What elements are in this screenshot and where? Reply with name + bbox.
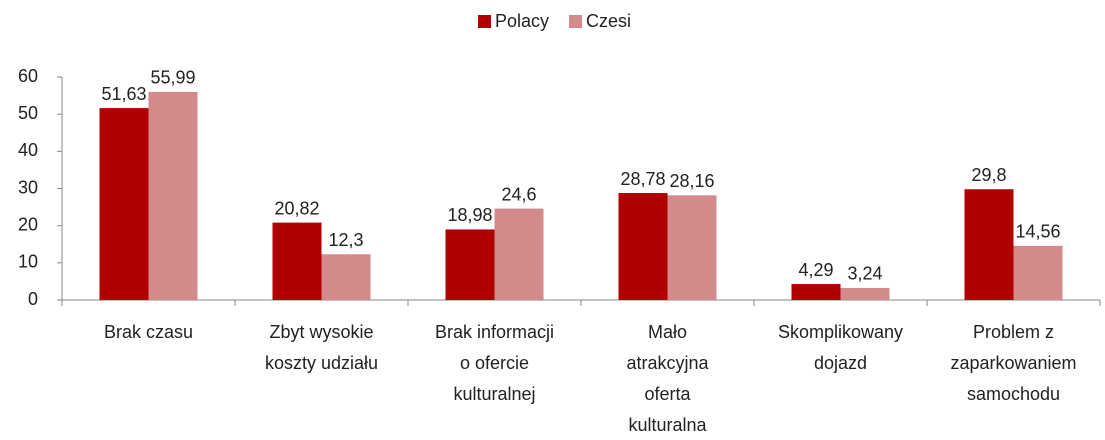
bar xyxy=(964,189,1014,300)
y-tick-label: 60 xyxy=(18,66,38,86)
bar xyxy=(618,193,668,300)
value-label: 51,63 xyxy=(101,84,146,104)
y-tick-label: 10 xyxy=(18,252,38,272)
legend-swatch xyxy=(569,15,583,28)
x-tick-label: Problem z zaparkowaniem samochodu xyxy=(950,322,1076,404)
y-tick-label: 20 xyxy=(18,214,38,234)
legend-label: Czesi xyxy=(586,11,631,31)
x-tick-label: Skomplikowany dojazd xyxy=(778,322,903,373)
value-label: 12,3 xyxy=(328,230,363,250)
bar xyxy=(99,108,149,301)
x-tick-label: Zbyt wysokie koszty udziału xyxy=(265,322,378,373)
value-label: 28,78 xyxy=(620,169,665,189)
x-tick-label: Brak czasu xyxy=(104,322,193,342)
value-label: 24,6 xyxy=(501,184,536,204)
x-tick-label: Brak informacji o ofercie kulturalnej xyxy=(435,322,554,404)
bar xyxy=(1013,245,1063,300)
value-label: 28,16 xyxy=(669,171,714,191)
x-tick-label: Mało atrakcyjna oferta kulturalna xyxy=(626,322,709,435)
bar xyxy=(445,229,495,300)
bar xyxy=(272,222,322,300)
value-label: 4,29 xyxy=(798,260,833,280)
bar xyxy=(840,287,890,300)
legend-label: Polacy xyxy=(495,11,549,31)
value-label: 18,98 xyxy=(447,205,492,225)
value-label: 20,82 xyxy=(274,198,319,218)
bar xyxy=(494,208,544,300)
value-label: 3,24 xyxy=(847,264,882,284)
y-tick-label: 50 xyxy=(18,103,38,123)
value-label: 29,8 xyxy=(971,165,1006,185)
value-label: 55,99 xyxy=(150,68,195,88)
y-tick-label: 0 xyxy=(28,289,38,309)
bar xyxy=(667,195,717,300)
y-tick-label: 40 xyxy=(18,140,38,160)
value-label: 14,56 xyxy=(1015,222,1060,242)
y-tick-label: 30 xyxy=(18,177,38,197)
bar xyxy=(791,284,841,300)
bar xyxy=(148,91,198,300)
bar xyxy=(321,254,371,300)
legend-swatch xyxy=(478,15,491,28)
